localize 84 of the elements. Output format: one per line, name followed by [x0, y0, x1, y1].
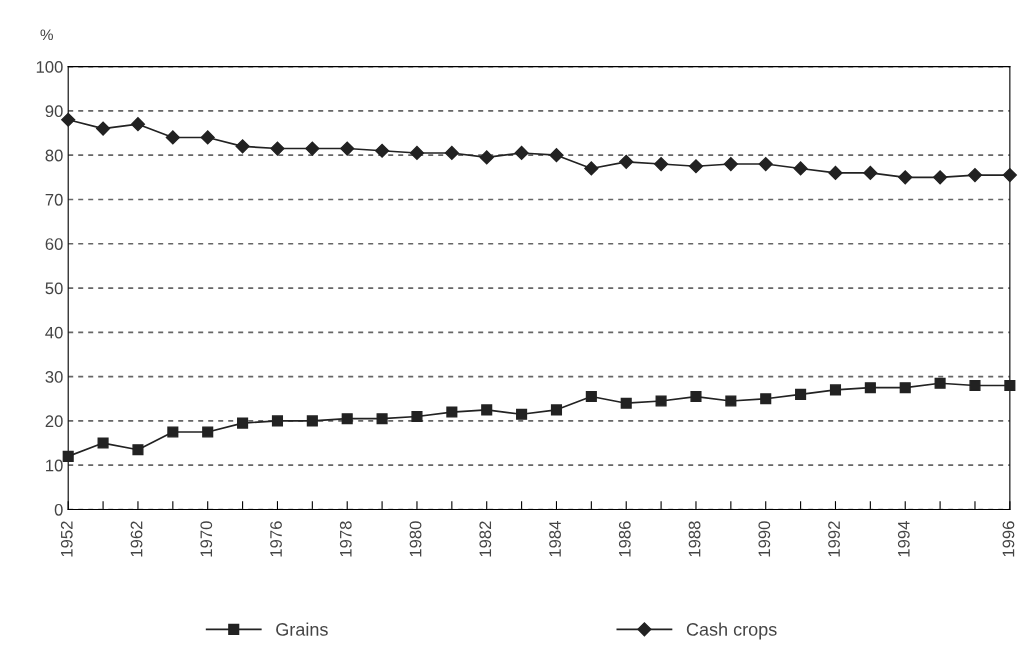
y-tick-label: 30	[45, 371, 63, 383]
point	[202, 426, 214, 438]
point	[61, 112, 76, 127]
x-tick-label: 1980	[409, 521, 422, 557]
x-tick-label: 1994	[897, 521, 910, 557]
point	[864, 382, 876, 394]
point	[165, 130, 180, 145]
point	[62, 450, 74, 462]
point	[585, 390, 597, 403]
point	[97, 437, 109, 449]
point	[899, 382, 911, 394]
point	[444, 145, 459, 161]
y-tick-label: 20	[45, 415, 63, 428]
point	[967, 168, 983, 183]
point	[723, 156, 738, 172]
point	[200, 130, 215, 145]
point	[479, 150, 494, 165]
x-tick-label: 1996	[1002, 521, 1015, 557]
x-tick-label: 1962	[130, 521, 143, 557]
point	[514, 145, 529, 161]
point	[375, 143, 390, 158]
point	[550, 404, 563, 416]
point	[376, 413, 388, 425]
point	[409, 145, 425, 161]
y-tick-label: 10	[46, 459, 63, 472]
legend-label: Grains	[276, 622, 328, 636]
x-tick-label: 1976	[270, 521, 282, 557]
point	[690, 390, 702, 403]
point	[306, 415, 318, 427]
point	[516, 408, 528, 420]
point	[655, 395, 667, 407]
y-tick-label: 60	[45, 238, 63, 250]
point	[271, 415, 284, 427]
point	[235, 139, 250, 154]
x-tick-label: 1952	[60, 521, 73, 557]
point	[933, 170, 948, 185]
point	[96, 121, 111, 136]
y-tick-label: 0	[54, 503, 63, 516]
point	[130, 117, 146, 132]
x-tick-label: 1990	[758, 521, 771, 557]
point	[829, 384, 842, 396]
point	[549, 148, 564, 163]
point	[760, 393, 772, 405]
x-tick-label: 1984	[549, 521, 561, 557]
point	[969, 379, 981, 392]
point	[688, 159, 704, 174]
y-tick-label: 50	[45, 282, 63, 295]
point	[167, 426, 179, 438]
point	[446, 406, 458, 418]
point	[758, 156, 773, 172]
legend-label: Cash crops	[686, 622, 777, 640]
x-tick-label: 1988	[688, 521, 701, 557]
y-tick-label: 80	[45, 149, 63, 162]
x-tick-label: 1978	[339, 521, 352, 557]
point	[619, 154, 634, 169]
y-axis-title: %	[40, 29, 53, 41]
point	[898, 170, 913, 185]
x-tick-label: 1992	[828, 521, 840, 557]
x-tick-label: 1970	[200, 521, 213, 557]
point	[863, 165, 878, 180]
y-tick-label: 90	[45, 105, 63, 118]
point	[1004, 379, 1016, 392]
point	[305, 141, 320, 156]
point	[481, 404, 493, 416]
point	[620, 397, 632, 409]
point	[132, 444, 144, 456]
point	[793, 161, 808, 176]
point	[1002, 168, 1017, 183]
point	[725, 395, 737, 407]
point	[270, 141, 285, 156]
x-tick-label: 1986	[618, 521, 631, 557]
point	[411, 410, 423, 423]
point	[340, 141, 355, 156]
point	[934, 377, 946, 389]
point	[237, 417, 249, 429]
y-tick-label: 100	[36, 61, 63, 73]
y-tick-label: 40	[45, 326, 63, 339]
point	[341, 413, 353, 425]
point	[654, 156, 669, 172]
y-tick-label: 70	[45, 193, 63, 206]
point	[828, 165, 843, 180]
point	[584, 161, 599, 176]
point	[795, 388, 807, 400]
x-tick-label: 1982	[479, 521, 492, 557]
